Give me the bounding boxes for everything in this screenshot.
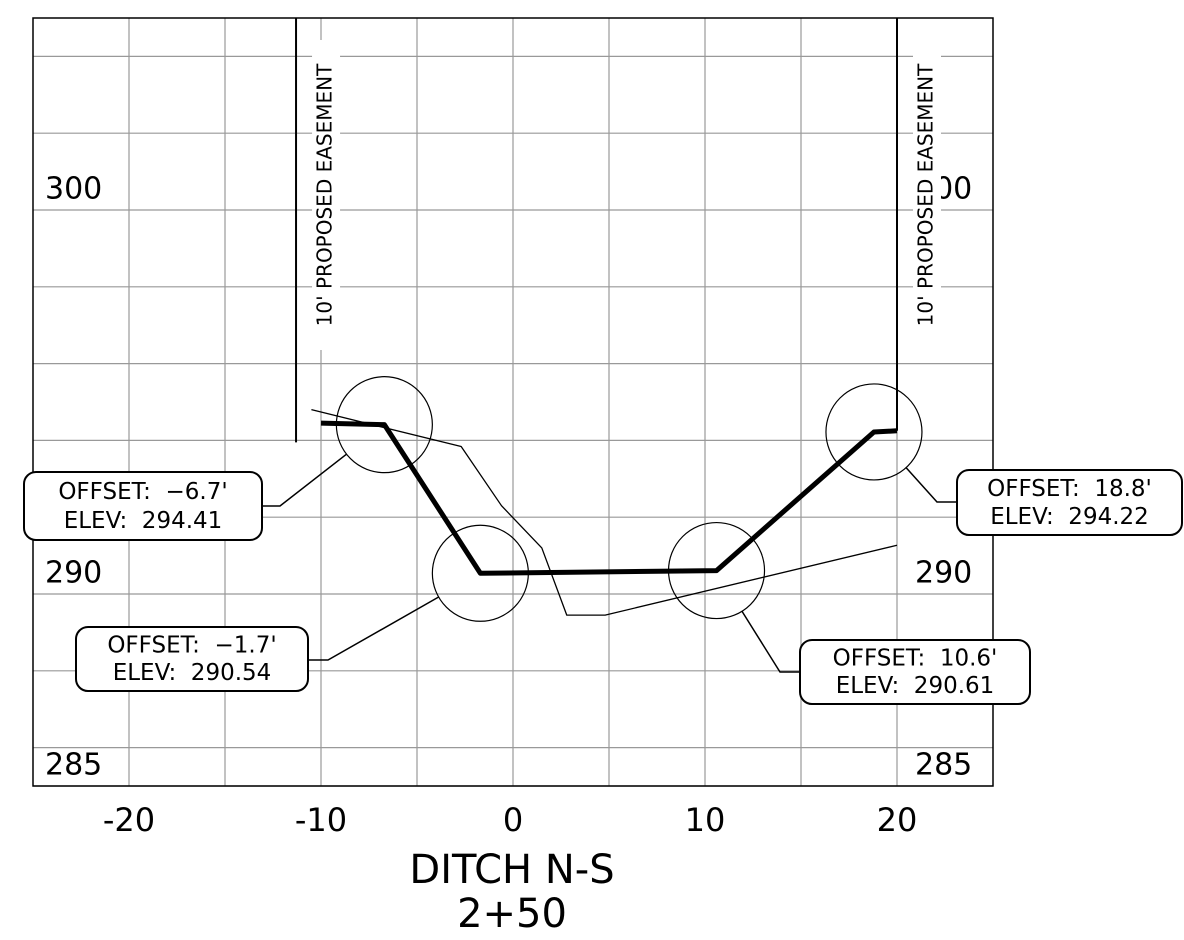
- leader-line: [741, 610, 800, 673]
- leader-line: [905, 467, 957, 503]
- callout-box: [956, 469, 1183, 536]
- easement-label: 10' PROPOSED EASEMENT: [313, 63, 337, 326]
- callout-box: [75, 626, 309, 692]
- y-tick-label: 290: [45, 556, 102, 591]
- callout-text: OFFSET: 10.6': [833, 646, 998, 672]
- chart-title: DITCH N-S: [409, 847, 614, 893]
- easement-label: 10' PROPOSED EASEMENT: [914, 63, 938, 326]
- point-marker: [335, 376, 433, 474]
- point-marker: [825, 383, 923, 481]
- easement-label-bg: [913, 40, 941, 350]
- chart-subtitle: 2+50: [457, 891, 567, 937]
- profile-line: [311, 409, 898, 616]
- callout-text: OFFSET: 18.8': [987, 476, 1152, 502]
- callout-text: ELEV: 290.61: [836, 673, 995, 699]
- plot-frame: [32, 17, 994, 787]
- x-tick-label: 0: [503, 801, 523, 839]
- callout-text: ELEV: 294.41: [64, 508, 223, 534]
- leader-line: [308, 596, 440, 661]
- callout-box: [799, 639, 1031, 705]
- easement-label-bg: [312, 40, 341, 350]
- y-tick-label: 300: [45, 172, 102, 207]
- callout-text: OFFSET: −6.7': [58, 479, 227, 505]
- x-tick-label: 10: [685, 801, 726, 839]
- point-marker: [667, 521, 766, 620]
- callout-text: OFFSET: −1.7': [107, 633, 276, 659]
- x-tick-label: 20: [877, 801, 918, 839]
- y-tick-label: 285: [915, 748, 972, 783]
- y-tick-label: 285: [45, 748, 102, 783]
- point-marker: [431, 524, 529, 622]
- callout-box: [23, 471, 263, 541]
- callout-text: ELEV: 290.54: [113, 660, 272, 686]
- x-tick-label: -10: [295, 801, 347, 839]
- callout-text: ELEV: 294.22: [990, 504, 1149, 530]
- leader-line: [262, 453, 347, 507]
- x-tick-label: -20: [103, 801, 155, 839]
- y-tick-label: 290: [915, 556, 972, 591]
